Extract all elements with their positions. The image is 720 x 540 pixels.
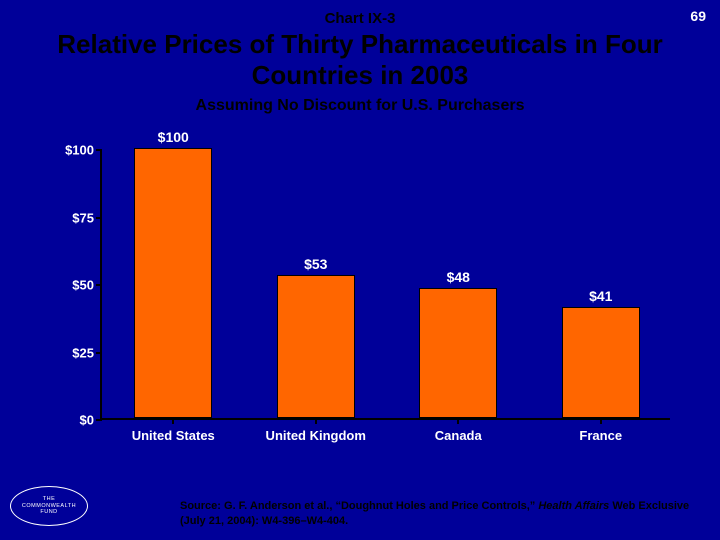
y-axis-label: $75	[72, 210, 94, 225]
y-axis-label: $100	[65, 143, 94, 158]
source-journal: Health Affairs	[538, 500, 609, 512]
logo-line: COMMONWEALTH	[22, 503, 76, 510]
chart-label: Chart IX-3	[0, 0, 720, 27]
bar-value-label: $53	[304, 256, 327, 272]
bar: $100	[134, 148, 212, 418]
bar-chart: $0 $25 $50 $75 $100 $100 United States $53 Unite…	[50, 130, 680, 450]
y-tick-mark	[96, 352, 102, 354]
x-tick-mark	[315, 418, 317, 424]
y-tick-mark	[96, 419, 102, 421]
source-text: Source: G. F. Anderson et al., “Doughnut…	[180, 500, 538, 512]
page-number: 69	[690, 8, 706, 24]
source-citation: Source: G. F. Anderson et al., “Doughnut…	[180, 499, 700, 528]
bar-value-label: $41	[589, 288, 612, 304]
commonwealth-fund-logo: THE COMMONWEALTH FUND	[10, 486, 88, 526]
bar: $48	[419, 288, 497, 418]
y-tick-mark	[96, 284, 102, 286]
plot-area: $0$25$50$75$100$100United States$53Unite…	[100, 150, 670, 420]
bar-value-label: $100	[158, 129, 189, 145]
page-title: Relative Prices of Thirty Pharmaceutical…	[0, 27, 720, 97]
x-tick-mark	[600, 418, 602, 424]
bar-value-label: $48	[447, 269, 470, 285]
y-tick-mark	[96, 217, 102, 219]
y-axis-label: $25	[72, 345, 94, 360]
x-axis-label: France	[579, 428, 622, 443]
x-tick-mark	[457, 418, 459, 424]
x-axis-label: United States	[132, 428, 215, 443]
bar: $41	[562, 307, 640, 418]
y-tick-mark	[96, 149, 102, 151]
logo-line: FUND	[40, 509, 57, 516]
bar: $53	[277, 275, 355, 418]
x-axis-label: Canada	[435, 428, 482, 443]
page-subtitle: Assuming No Discount for U.S. Purchasers	[0, 97, 720, 123]
y-axis-label: $50	[72, 278, 94, 293]
x-axis-label: United Kingdom	[266, 428, 366, 443]
logo-line: THE	[43, 496, 56, 503]
x-tick-mark	[172, 418, 174, 424]
y-axis-label: $0	[80, 413, 94, 428]
